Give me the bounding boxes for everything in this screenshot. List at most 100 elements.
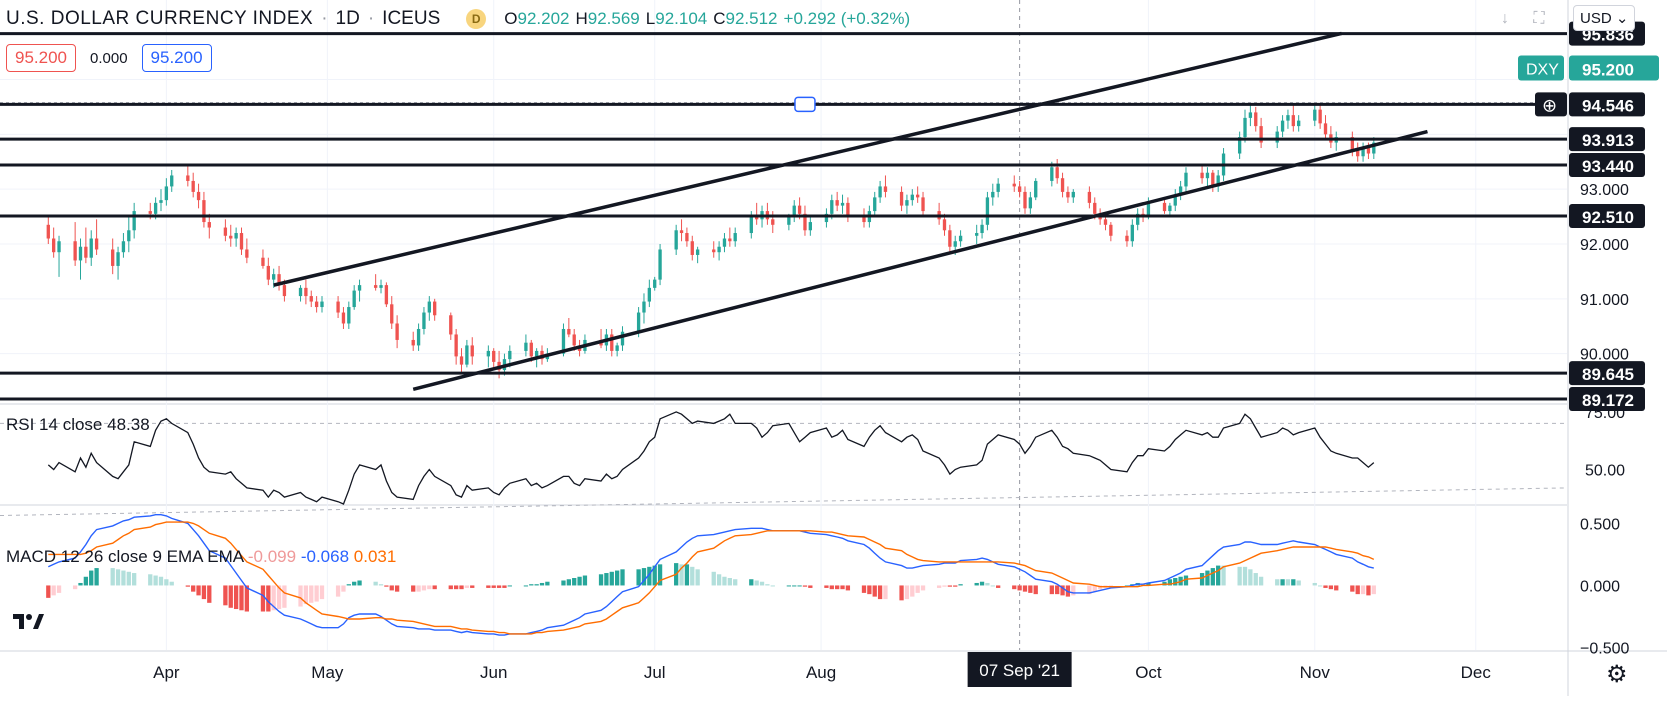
- candle[interactable]: [1168, 202, 1172, 217]
- candle[interactable]: [980, 219, 984, 239]
- candle[interactable]: [1356, 142, 1360, 162]
- candle[interactable]: [84, 227, 88, 264]
- candle[interactable]: [1028, 191, 1033, 214]
- candle[interactable]: [835, 191, 839, 212]
- candle[interactable]: [207, 213, 211, 239]
- candle[interactable]: [1291, 104, 1295, 132]
- candle[interactable]: [170, 169, 174, 192]
- candle[interactable]: [985, 191, 990, 231]
- candle[interactable]: [486, 345, 491, 368]
- candle[interactable]: [1012, 175, 1016, 192]
- candle[interactable]: [733, 227, 737, 247]
- candle[interactable]: [991, 183, 995, 206]
- candle[interactable]: [132, 202, 136, 239]
- candle[interactable]: [1205, 167, 1210, 187]
- candle[interactable]: [975, 224, 979, 244]
- candle[interactable]: [411, 331, 415, 351]
- candle[interactable]: [336, 296, 340, 319]
- candle[interactable]: [808, 216, 812, 236]
- candle[interactable]: [674, 224, 678, 255]
- candle[interactable]: [905, 194, 909, 214]
- candle[interactable]: [1034, 178, 1038, 201]
- candle[interactable]: [1275, 126, 1279, 149]
- candle[interactable]: [824, 208, 829, 228]
- candle[interactable]: [73, 222, 77, 266]
- candle[interactable]: [202, 191, 206, 228]
- candle[interactable]: [229, 224, 233, 247]
- candle[interactable]: [116, 246, 120, 280]
- candle[interactable]: [314, 296, 319, 313]
- last-price-label[interactable]: [1569, 55, 1659, 81]
- level-price-label[interactable]: [1569, 153, 1645, 178]
- candle[interactable]: [127, 216, 131, 253]
- candle[interactable]: [459, 348, 464, 373]
- candle[interactable]: [1184, 167, 1188, 192]
- buy-button[interactable]: 95.200: [141, 44, 212, 72]
- add-alert-button[interactable]: [1535, 92, 1567, 117]
- candle[interactable]: [277, 265, 281, 291]
- candle[interactable]: [422, 307, 426, 335]
- candle[interactable]: [1361, 142, 1365, 162]
- candle[interactable]: [653, 276, 657, 291]
- candle[interactable]: [470, 337, 474, 365]
- candle[interactable]: [196, 183, 201, 209]
- candle[interactable]: [341, 307, 346, 329]
- delayed-badge[interactable]: D: [466, 9, 487, 29]
- candle[interactable]: [1178, 180, 1183, 201]
- candle[interactable]: [1200, 164, 1204, 184]
- candle[interactable]: [191, 172, 195, 198]
- candle[interactable]: [958, 230, 963, 247]
- candle[interactable]: [1055, 159, 1059, 184]
- candle[interactable]: [121, 233, 126, 258]
- candle[interactable]: [46, 216, 50, 244]
- candle[interactable]: [395, 315, 399, 349]
- candle[interactable]: [948, 224, 952, 253]
- candle[interactable]: [427, 296, 431, 321]
- candle[interactable]: [1071, 189, 1075, 203]
- candle[interactable]: [352, 285, 356, 310]
- candle[interactable]: [78, 238, 83, 280]
- candle[interactable]: [878, 180, 882, 203]
- candle[interactable]: [234, 227, 238, 247]
- candle[interactable]: [111, 238, 115, 275]
- candle[interactable]: [728, 227, 732, 247]
- candle[interactable]: [1372, 137, 1376, 160]
- candle[interactable]: [899, 186, 904, 212]
- candle[interactable]: [89, 230, 93, 266]
- candle[interactable]: [1216, 169, 1220, 192]
- candle[interactable]: [862, 208, 866, 228]
- candle[interactable]: [266, 257, 270, 286]
- candle[interactable]: [685, 227, 689, 247]
- candle[interactable]: [159, 189, 163, 212]
- candle[interactable]: [695, 246, 700, 264]
- level-price-label[interactable]: [1569, 387, 1645, 412]
- candle[interactable]: [1060, 172, 1065, 198]
- candle[interactable]: [1254, 106, 1258, 132]
- candle[interactable]: [433, 298, 437, 321]
- candle[interactable]: [610, 328, 614, 357]
- candle[interactable]: [910, 189, 914, 206]
- candle[interactable]: [1313, 104, 1317, 127]
- level-price-label[interactable]: [1569, 204, 1645, 229]
- candle[interactable]: [915, 186, 920, 203]
- candle[interactable]: [722, 233, 727, 253]
- candle[interactable]: [1248, 104, 1253, 127]
- candle[interactable]: [717, 241, 721, 261]
- tradingview-logo[interactable]: [10, 607, 44, 635]
- candle[interactable]: [755, 202, 759, 225]
- candle[interactable]: [454, 328, 458, 365]
- candle[interactable]: [1173, 189, 1177, 212]
- drawing-handle[interactable]: [794, 96, 816, 113]
- candle[interactable]: [239, 227, 244, 255]
- candle[interactable]: [840, 194, 845, 214]
- level-price-label[interactable]: [1569, 127, 1645, 152]
- candle[interactable]: [57, 235, 61, 277]
- interval-label[interactable]: 1D: [335, 8, 360, 29]
- candle[interactable]: [792, 200, 796, 223]
- candle[interactable]: [712, 241, 716, 258]
- candle[interactable]: [390, 296, 394, 329]
- candle[interactable]: [357, 279, 362, 302]
- candle[interactable]: [1087, 186, 1092, 209]
- trend-line[interactable]: [273, 31, 1343, 287]
